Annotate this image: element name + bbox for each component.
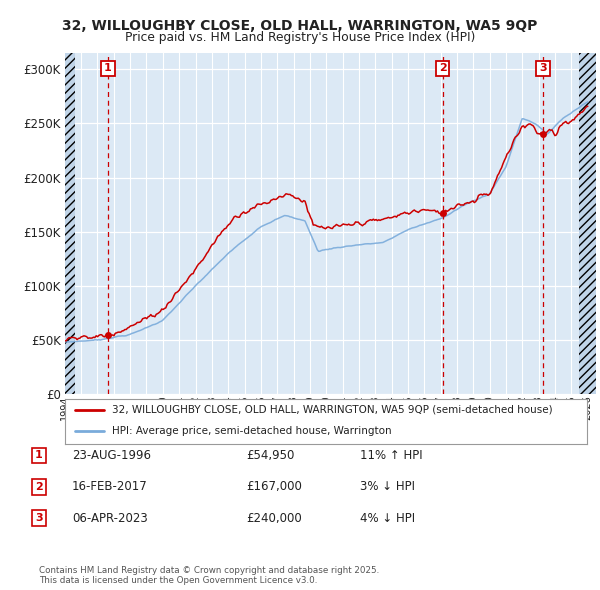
Text: 2: 2: [35, 482, 43, 491]
Text: 2: 2: [439, 64, 446, 73]
Text: 1: 1: [35, 451, 43, 460]
Text: £167,000: £167,000: [246, 480, 302, 493]
Text: 32, WILLOUGHBY CLOSE, OLD HALL, WARRINGTON, WA5 9QP (semi-detached house): 32, WILLOUGHBY CLOSE, OLD HALL, WARRINGT…: [112, 405, 553, 415]
Text: Contains HM Land Registry data © Crown copyright and database right 2025.
This d: Contains HM Land Registry data © Crown c…: [39, 566, 379, 585]
Bar: [580, 53, 596, 394]
Text: HPI: Average price, semi-detached house, Warrington: HPI: Average price, semi-detached house,…: [112, 426, 391, 436]
Text: 1: 1: [104, 64, 112, 73]
Text: 16-FEB-2017: 16-FEB-2017: [72, 480, 148, 493]
Text: £54,950: £54,950: [246, 449, 295, 462]
Text: 3% ↓ HPI: 3% ↓ HPI: [360, 480, 415, 493]
Text: 32, WILLOUGHBY CLOSE, OLD HALL, WARRINGTON, WA5 9QP: 32, WILLOUGHBY CLOSE, OLD HALL, WARRINGT…: [62, 19, 538, 33]
Text: 23-AUG-1996: 23-AUG-1996: [72, 449, 151, 462]
Text: 3: 3: [35, 513, 43, 523]
Text: 3: 3: [539, 64, 547, 73]
Bar: [65, 53, 74, 394]
Text: 11% ↑ HPI: 11% ↑ HPI: [360, 449, 422, 462]
Text: Price paid vs. HM Land Registry's House Price Index (HPI): Price paid vs. HM Land Registry's House …: [125, 31, 475, 44]
Text: 06-APR-2023: 06-APR-2023: [72, 512, 148, 525]
Text: £240,000: £240,000: [246, 512, 302, 525]
Text: 4% ↓ HPI: 4% ↓ HPI: [360, 512, 415, 525]
